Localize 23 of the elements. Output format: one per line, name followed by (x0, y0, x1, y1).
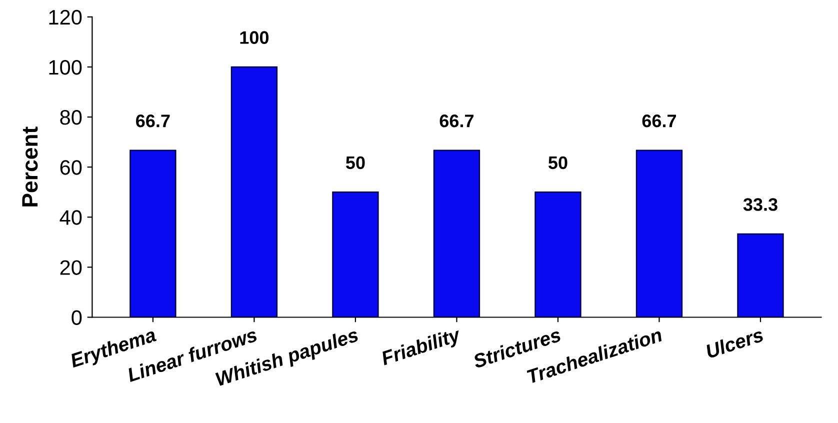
y-tick-label: 0 (72, 310, 82, 326)
y-tick-label: 100 (49, 60, 82, 75)
y-tick-label: 20 (60, 260, 82, 275)
bar (130, 150, 176, 318)
bar (433, 150, 480, 318)
bar (636, 150, 683, 318)
x-tick-label: Ulcers (705, 327, 764, 359)
data-label: 66.7 (440, 114, 474, 128)
y-axis-title: Percent (22, 126, 38, 206)
bar (737, 233, 784, 318)
data-label: 66.7 (136, 114, 170, 128)
data-label: 33.3 (743, 198, 778, 211)
data-label: 50 (548, 156, 568, 170)
data-label: 66.7 (642, 114, 676, 128)
data-label: 50 (346, 156, 365, 170)
bar (534, 192, 582, 318)
y-tick-label: 60 (60, 160, 82, 175)
bar (332, 192, 379, 318)
y-tick-label: 80 (60, 110, 82, 125)
data-label: 100 (240, 31, 269, 44)
y-tick-label: 40 (60, 210, 82, 225)
y-tick-label: 120 (49, 10, 82, 25)
bar (230, 66, 278, 318)
